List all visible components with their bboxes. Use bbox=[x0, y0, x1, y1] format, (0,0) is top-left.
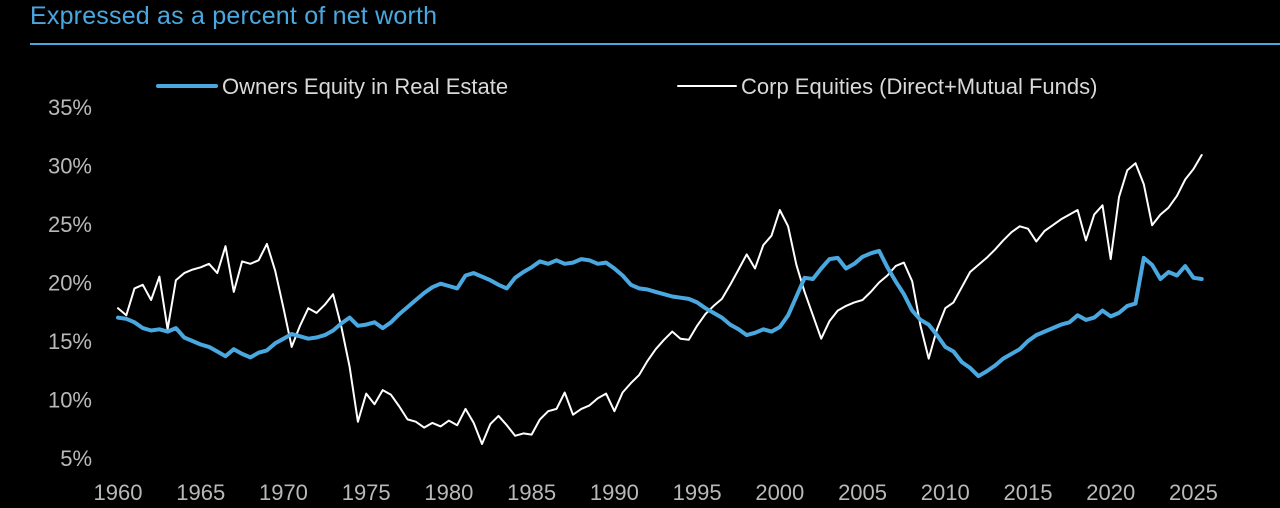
y-tick-label: 35% bbox=[48, 95, 92, 120]
y-tick-label: 5% bbox=[60, 446, 92, 471]
x-tick-label: 2020 bbox=[1086, 480, 1135, 505]
y-axis-ticks: 5% 10% 15% 20% 25% 30% 35% bbox=[48, 95, 92, 471]
x-tick-label: 1995 bbox=[673, 480, 722, 505]
series-line-real-estate bbox=[116, 248, 1204, 379]
x-tick-label: 1980 bbox=[424, 480, 473, 505]
legend: Owners Equity in Real Estate Corp Equitie… bbox=[156, 74, 1097, 99]
y-tick-label: 15% bbox=[48, 329, 92, 354]
legend-label: Owners Equity in Real Estate bbox=[222, 74, 508, 99]
x-tick-label: 1975 bbox=[342, 480, 391, 505]
y-tick-label: 30% bbox=[48, 154, 92, 179]
series-line-corp-equities bbox=[117, 154, 1203, 445]
chart-title: Expressed as a percent of net worth bbox=[30, 2, 438, 30]
x-tick-label: 1990 bbox=[590, 480, 639, 505]
x-axis-ticks: 1960 1965 1970 1975 1980 1985 1990 1995 2000 2005… bbox=[94, 480, 1218, 505]
x-tick-label: 2010 bbox=[921, 480, 970, 505]
series-lines bbox=[116, 154, 1204, 445]
x-tick-label: 1965 bbox=[176, 480, 225, 505]
title-underline bbox=[30, 43, 1280, 45]
y-tick-label: 25% bbox=[48, 212, 92, 237]
x-tick-label: 1970 bbox=[259, 480, 308, 505]
x-tick-label: 2015 bbox=[1004, 480, 1053, 505]
x-tick-label: 2000 bbox=[755, 480, 804, 505]
y-tick-label: 20% bbox=[48, 271, 92, 296]
x-tick-label: 1985 bbox=[507, 480, 556, 505]
x-tick-label: 1960 bbox=[94, 480, 143, 505]
x-tick-label: 2005 bbox=[838, 480, 887, 505]
y-tick-label: 10% bbox=[48, 388, 92, 413]
legend-label: Corp Equities (Direct+Mutual Funds) bbox=[741, 74, 1097, 99]
x-tick-label: 2025 bbox=[1169, 480, 1218, 505]
